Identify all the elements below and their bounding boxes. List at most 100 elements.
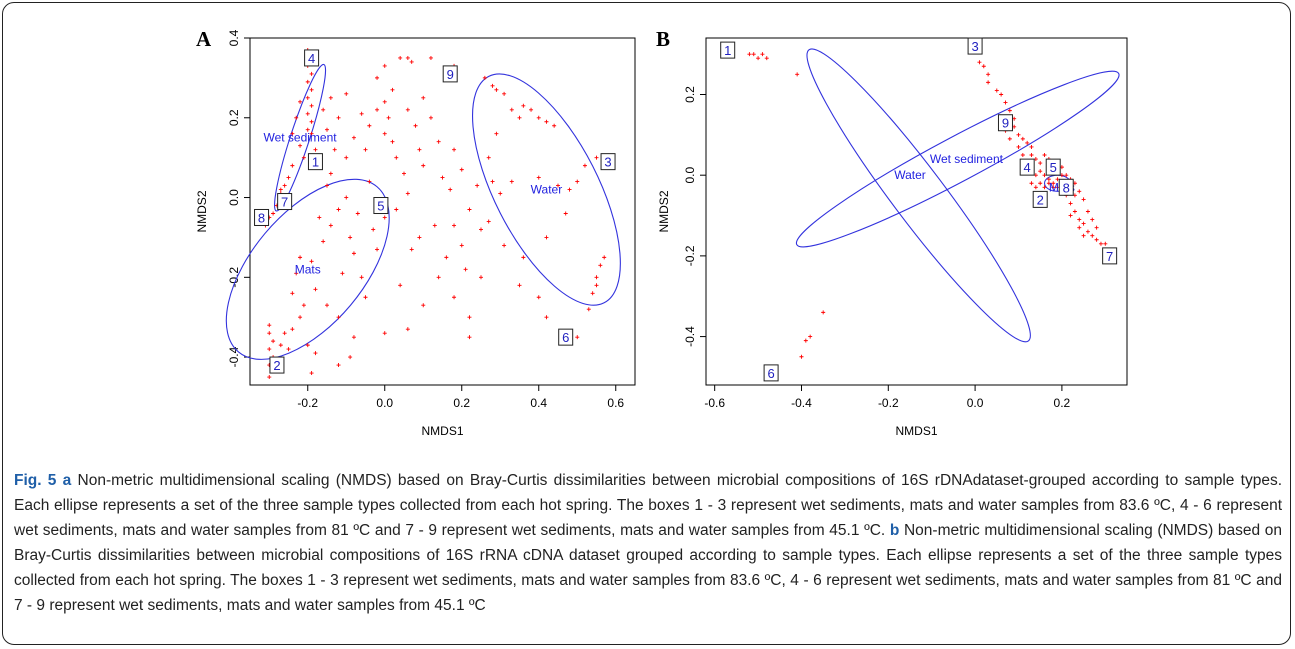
data-point-a <box>567 187 572 192</box>
data-point-b <box>1016 144 1021 149</box>
data-point-a <box>394 207 399 212</box>
data-point-a <box>271 211 276 216</box>
data-point-b <box>1016 132 1021 137</box>
data-point-a <box>436 275 441 280</box>
data-point-a <box>428 115 433 120</box>
y-axis-title-b: NMDS2 <box>657 190 671 232</box>
data-point-a <box>382 99 387 104</box>
sample-box-label-8-a: 8 <box>258 210 265 225</box>
data-point-a <box>582 163 587 168</box>
caption-a-label: a <box>62 472 72 489</box>
y-tick-label-b: -0.2 <box>683 245 697 266</box>
sample-box-label-8-b: 8 <box>1063 180 1070 195</box>
data-point-a <box>309 103 314 108</box>
data-point-b <box>977 60 982 65</box>
y-tick-label-a: -0.4 <box>227 346 241 367</box>
data-point-b <box>1103 241 1108 246</box>
data-point-a <box>351 251 356 256</box>
ellipse-wet-sediment-a <box>274 63 327 212</box>
data-point-b <box>1072 209 1077 214</box>
data-point-a <box>282 331 287 336</box>
sample-box-label-2-a: 2 <box>273 358 280 373</box>
sample-box-4-a <box>304 49 320 67</box>
data-point-a <box>459 167 464 172</box>
y-tick-label-b: 0.2 <box>683 86 697 103</box>
panel-letter-a: A <box>196 27 212 51</box>
data-point-a <box>298 255 303 260</box>
data-point-b <box>1046 177 1051 182</box>
sample-box-8-a <box>254 208 270 226</box>
data-point-a <box>351 335 356 340</box>
caption-b-text: Non-metric multidimensional scaling (NMD… <box>14 522 1283 614</box>
data-point-a <box>452 223 457 228</box>
data-point-b <box>1064 173 1069 178</box>
nmds-plot-b: -0.6 -0.4 -0.2 0.0 0.2 -0.4 -0.2 0.0 0.2 NMDS1 NMD… <box>657 37 1128 438</box>
sample-box-label-9-b: 9 <box>1002 116 1009 131</box>
data-point-b <box>1029 153 1034 158</box>
data-point-a <box>405 55 410 60</box>
data-point-a <box>305 343 310 348</box>
data-point-a <box>402 171 406 176</box>
data-point-a <box>382 215 387 220</box>
data-point-b <box>1081 233 1086 238</box>
data-point-a <box>575 179 580 184</box>
data-point-a <box>467 315 472 320</box>
data-point-a <box>556 183 560 188</box>
sample-box-3-b <box>967 37 983 55</box>
data-point-a <box>598 263 603 268</box>
data-point-b <box>1094 237 1099 242</box>
data-point-a <box>336 115 341 120</box>
data-point-a <box>325 127 329 132</box>
x-axis-title-b: NMDS1 <box>895 424 937 438</box>
data-point-a <box>544 235 549 240</box>
data-point-b <box>1020 153 1025 158</box>
data-point-a <box>290 163 295 168</box>
data-point-b <box>981 64 986 69</box>
data-point-b <box>1029 181 1034 186</box>
data-point-a <box>405 191 410 196</box>
data-point-a <box>413 123 418 128</box>
data-point-a <box>459 243 464 248</box>
data-point-a <box>294 115 299 120</box>
data-point-b <box>1077 189 1082 194</box>
data-point-b <box>808 334 813 339</box>
data-point-a <box>421 95 426 100</box>
data-point-b <box>1068 213 1073 218</box>
data-point-a <box>490 179 495 184</box>
data-point-a <box>344 91 349 96</box>
data-point-a <box>332 147 337 152</box>
data-point-a <box>336 315 341 320</box>
data-point-b <box>1085 209 1090 214</box>
y-tick-label-a: 0.4 <box>227 29 241 46</box>
data-point-a <box>367 123 372 128</box>
data-point-a <box>594 155 599 160</box>
data-point-a <box>301 155 306 160</box>
data-point-a <box>494 87 499 92</box>
x-axis-title-a: NMDS1 <box>421 424 463 438</box>
data-point-a <box>298 99 303 104</box>
data-point-a <box>428 55 433 60</box>
data-point-a <box>594 275 599 280</box>
data-point-a <box>502 243 507 248</box>
data-point-a <box>359 275 364 280</box>
data-point-b <box>1077 217 1082 222</box>
data-point-a <box>305 127 310 132</box>
x-tick-label-b: -0.2 <box>878 396 899 410</box>
data-point-a <box>502 91 507 96</box>
data-point-a <box>405 327 410 332</box>
data-point-a <box>375 247 380 252</box>
group-label-water-a: Water <box>531 183 563 197</box>
data-point-a <box>467 335 472 340</box>
ellipse-wet-sediment-b <box>795 70 1120 248</box>
sample-box-label-1-b: 1 <box>724 43 731 58</box>
data-point-a <box>517 283 522 288</box>
data-point-a <box>544 315 549 320</box>
data-point-a <box>344 195 349 200</box>
data-point-a <box>382 331 387 336</box>
data-point-a <box>417 147 422 152</box>
data-point-b <box>1090 217 1095 222</box>
figure-panels: A B -0.2 0.0 0.2 0.4 0.6 -0.4 -0.2 0.0 0.2 0.4 NMD… <box>195 27 1128 438</box>
data-point-a <box>271 339 276 344</box>
sample-box-label-7-a: 7 <box>281 195 288 210</box>
data-point-a <box>325 303 329 308</box>
